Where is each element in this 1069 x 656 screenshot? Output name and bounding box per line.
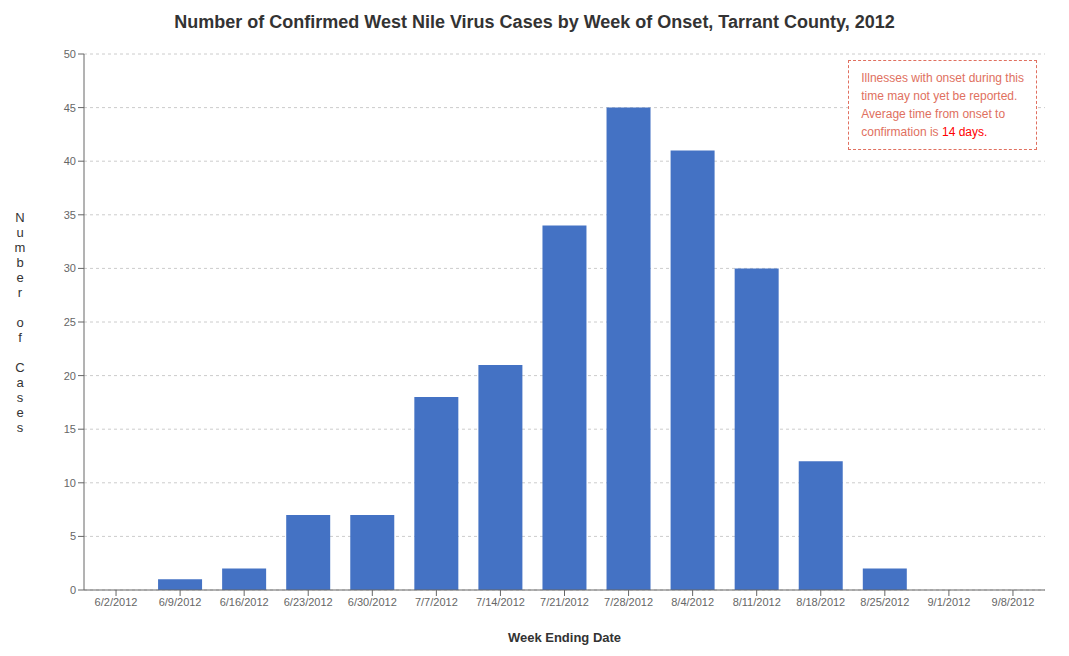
html-text:N: N [15, 209, 25, 225]
svg-text:7/21/2012: 7/21/2012 [540, 596, 589, 608]
svg-text:8/11/2012: 8/11/2012 [733, 596, 781, 608]
svg-text:6/16/2012: 6/16/2012 [220, 596, 269, 608]
svg-text:6/30/2012: 6/30/2012 [348, 596, 397, 608]
svg-text:7/14/2012: 7/14/2012 [476, 596, 525, 608]
html-text:s: s [16, 419, 24, 435]
svg-text:7/7/2012: 7/7/2012 [415, 596, 458, 608]
svg-text:0: 0 [70, 584, 76, 596]
html-text:e: e [16, 269, 24, 285]
html-text:o: o [16, 314, 24, 330]
html-text:u: u [16, 224, 24, 240]
svg-text:10: 10 [64, 477, 76, 489]
svg-text:15: 15 [64, 423, 76, 435]
svg-text:35: 35 [64, 209, 76, 221]
svg-text:8/25/2012: 8/25/2012 [860, 596, 909, 608]
html-text:s: s [16, 389, 24, 405]
svg-text:30: 30 [64, 262, 76, 274]
svg-text:40: 40 [64, 155, 76, 167]
html-text:C: C [15, 359, 25, 375]
html-text:f: f [18, 329, 22, 345]
svg-text:9/8/2012: 9/8/2012 [992, 596, 1035, 608]
svg-text:6/9/2012: 6/9/2012 [159, 596, 202, 608]
html-text:Illnesses with onset during th: Illnesses with onset during this time ma… [861, 71, 1024, 139]
html-text:r: r [17, 284, 23, 300]
html-text:e: e [16, 404, 24, 420]
svg-text:8/18/2012: 8/18/2012 [796, 596, 845, 608]
svg-text:6/2/2012: 6/2/2012 [95, 596, 138, 608]
svg-text:7/28/2012: 7/28/2012 [604, 596, 653, 608]
svg-text:5: 5 [70, 530, 76, 542]
svg-text:8/4/2012: 8/4/2012 [671, 596, 714, 608]
html-text:b: b [16, 254, 24, 270]
svg-text:6/23/2012: 6/23/2012 [284, 596, 333, 608]
svg-text:45: 45 [64, 102, 76, 114]
svg-text:20: 20 [64, 370, 76, 382]
html-text:m: m [14, 239, 26, 255]
html-text:Number of Confirmed West Nile: Number of Confirmed West Nile Virus Case… [174, 12, 895, 32]
svg-text:Week Ending Date: Week Ending Date [508, 630, 621, 645]
svg-text:9/1/2012: 9/1/2012 [927, 596, 970, 608]
svg-text:50: 50 [64, 48, 76, 60]
html-text:a: a [16, 374, 24, 390]
svg-text:25: 25 [64, 316, 76, 328]
